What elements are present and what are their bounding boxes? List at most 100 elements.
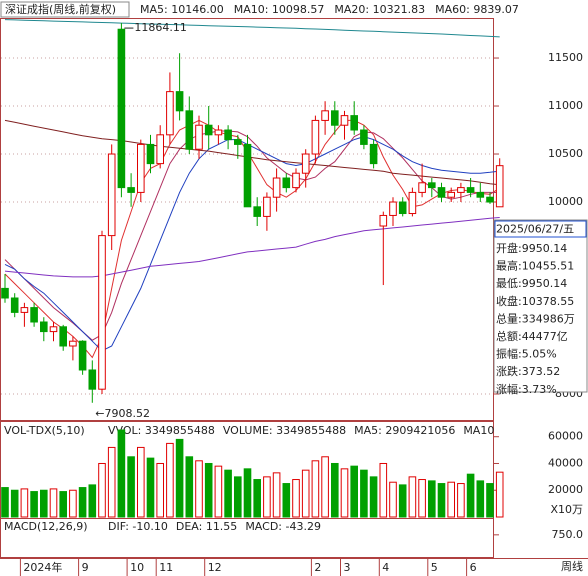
candle-body <box>10 297 19 313</box>
volume-bar <box>360 469 368 518</box>
candle-body <box>175 91 184 112</box>
candle-body <box>49 326 58 333</box>
volume-bar <box>263 476 271 518</box>
volume-bar <box>369 476 378 518</box>
volume-bar <box>40 489 48 518</box>
volume-bar <box>389 481 397 518</box>
candle-body <box>447 191 455 198</box>
volume-bar <box>253 479 261 518</box>
candle-body <box>476 191 485 198</box>
info-date: 2025/06/27/五 <box>496 223 574 236</box>
volume-bar <box>292 479 300 518</box>
x-tick-label: 6 <box>470 561 477 574</box>
volume-bar <box>127 456 135 518</box>
candle-body <box>253 206 261 217</box>
macd-legend: MACD: -43.29 <box>245 520 321 533</box>
y-tick-label: 11000 <box>548 99 583 112</box>
volume-bar <box>321 456 329 518</box>
info-item: 收盘:10378.55 <box>496 294 574 308</box>
volume-legend: VVOL: 3349855488 <box>108 424 215 437</box>
volume-bar <box>175 438 184 518</box>
candle-body <box>486 196 494 203</box>
volume-bar <box>69 489 77 518</box>
candle-body <box>263 196 271 217</box>
volume-bar <box>156 462 164 518</box>
ma-line <box>4 119 500 186</box>
candle-body <box>398 201 407 215</box>
x-tick-label: 2024年 <box>23 560 62 574</box>
volume-bar <box>78 487 87 518</box>
volume-bar <box>428 480 436 518</box>
volume-bar <box>311 460 320 518</box>
volume-bar <box>185 456 194 518</box>
volume-bar <box>495 471 504 518</box>
y-tick-label: 750.0 <box>552 528 584 541</box>
x-tick-label: 11 <box>159 561 173 574</box>
volume-bar <box>166 442 174 518</box>
volume-legend: VOLUME: 3349855488 <box>223 424 346 437</box>
candle-body <box>369 143 378 165</box>
legend-entry: MA5: 10146.00 <box>140 3 224 16</box>
candle-body <box>59 326 68 347</box>
volume-bar <box>224 469 232 518</box>
candle-body <box>204 124 213 136</box>
volume-bar <box>214 465 223 518</box>
info-item: 最高:10455.51 <box>496 259 574 273</box>
candle-body <box>495 165 504 208</box>
candle-body <box>457 187 465 193</box>
volume-bar <box>457 483 465 518</box>
candle-body <box>185 110 194 150</box>
volume-bar <box>49 488 58 518</box>
title-box <box>0 1 130 18</box>
volume-bar <box>98 462 106 518</box>
x-tick-label: 4 <box>382 561 389 574</box>
candle-body <box>195 124 203 150</box>
info-item: 总额:44477亿 <box>496 329 568 343</box>
volume-bar <box>243 468 252 518</box>
volume-bar <box>20 488 29 518</box>
candle-body <box>360 129 368 145</box>
volume-bar <box>234 476 242 518</box>
x-tick-label: 3 <box>344 561 351 574</box>
volume-bar <box>30 491 38 518</box>
candle-body <box>428 182 436 189</box>
volume-bar <box>88 484 97 518</box>
candle-body <box>379 214 388 227</box>
x-tick-label: 10 <box>130 561 144 574</box>
volume-bar <box>117 429 126 518</box>
candle-body <box>418 182 426 193</box>
volume-bar <box>447 481 455 518</box>
candle-body <box>20 307 29 313</box>
volume-bar <box>331 462 339 518</box>
y-tick-label: 11500 <box>548 51 583 64</box>
volume-legend: MA5: 2909421056 <box>354 424 455 437</box>
candle-body <box>117 28 126 189</box>
info-box <box>493 219 588 393</box>
candle-body <box>146 143 155 165</box>
volume-bar <box>398 484 407 518</box>
info-item: 涨跌:373.52 <box>496 364 560 378</box>
candle-body <box>234 139 242 145</box>
candle-body <box>88 369 97 390</box>
volume-bar <box>204 462 213 518</box>
period-label: 周线 <box>561 559 583 573</box>
info-item: 总量:334986万 <box>496 311 575 325</box>
volume-bar <box>437 483 446 518</box>
macd-legend: DEA: 11.55 <box>176 520 237 533</box>
volume-bar <box>146 457 155 518</box>
candle-body <box>30 307 38 323</box>
candle-body <box>350 115 358 131</box>
volume-bar <box>137 446 145 518</box>
volume-bar <box>10 489 19 518</box>
volume-bar <box>466 473 475 518</box>
annotation: 11864.11 <box>134 21 187 34</box>
volume-bar <box>107 446 116 518</box>
candle-body <box>98 235 106 390</box>
candle-body <box>166 91 174 136</box>
candle-body <box>224 129 232 141</box>
candle-body <box>243 143 252 208</box>
ma-line <box>4 119 500 359</box>
candle-body <box>282 177 291 189</box>
candle-body <box>78 340 87 371</box>
legend-entry: MA20: 10321.83 <box>334 3 425 16</box>
